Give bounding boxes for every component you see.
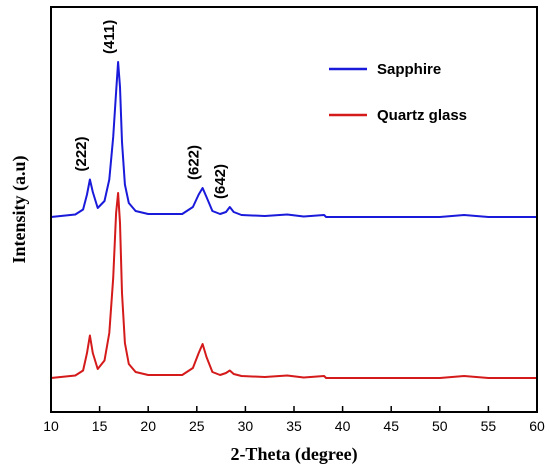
legend-label: Sapphire	[377, 61, 441, 78]
peak-label: (222)	[73, 136, 90, 171]
peak-label: (411)	[101, 20, 118, 54]
x-tick-label: 50	[432, 418, 448, 434]
x-tick-label: 35	[286, 418, 302, 434]
x-tick-label: 15	[92, 418, 108, 434]
x-tick-label: 30	[238, 418, 254, 434]
peak-annotations: (222) (411) (622) (642)	[73, 20, 229, 199]
peak-label: (642)	[212, 164, 229, 199]
x-tick-label: 60	[529, 418, 545, 434]
series-layer	[50, 61, 537, 379]
x-tick-label: 25	[189, 418, 205, 434]
legend: Sapphire Quartz glass	[329, 61, 467, 124]
y-axis-title: Intensity (a.u)	[9, 155, 30, 263]
x-tick-label: 10	[43, 418, 59, 434]
peak-label: (622)	[186, 145, 203, 180]
x-tick-label: 45	[383, 418, 399, 434]
x-tick-label: 40	[335, 418, 351, 434]
series-line-2	[50, 192, 537, 379]
x-tick-label: 55	[481, 418, 497, 434]
x-tick-label: 20	[140, 418, 156, 434]
x-axis-ticks: 10 15 20 25 30 35 40 45 50 55 60	[43, 406, 545, 434]
x-axis-title: 2-Theta (degree)	[230, 444, 357, 465]
plot-frame	[50, 6, 538, 413]
legend-label: Quartz glass	[377, 107, 467, 124]
series-line-1	[50, 61, 537, 218]
